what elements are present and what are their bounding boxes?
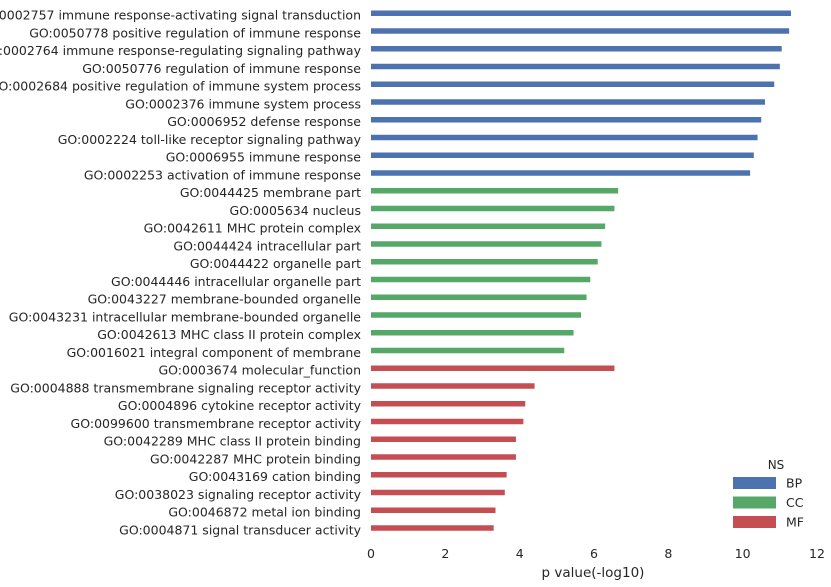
category-label: GO:0044422 organelle part (190, 256, 361, 271)
bar-bp (371, 117, 762, 123)
bar-cc (371, 276, 591, 283)
category-label: GO:0002757 immune response-activating si… (0, 8, 361, 23)
category-label: GO:0004896 cytokine receptor activity (118, 398, 362, 413)
x-axis-ticks-group: 0 2 4 6 8 10 12 (367, 546, 825, 561)
category-label: GO:0050778 positive regulation of immune… (29, 25, 361, 40)
bar-bp (371, 63, 780, 70)
bar-bp (371, 170, 751, 176)
bar-mf (371, 507, 496, 513)
x-tick-label: 0 (367, 546, 375, 561)
category-label: GO:0005634 nucleus (230, 203, 361, 218)
category-label: GO:0002376 immune system process (125, 96, 361, 111)
bar-cc (371, 294, 587, 300)
category-label: GO:0043227 membrane-bounded organelle (88, 292, 362, 307)
category-label: GO:0006955 immune response (166, 150, 362, 165)
bar-bp (371, 152, 754, 158)
x-tick-label: 10 (735, 546, 751, 561)
category-label: GO:0003674 molecular_function (158, 363, 361, 378)
bar-cc (371, 259, 598, 265)
category-label: GO:0044424 intracellular part (173, 238, 361, 253)
x-tick-label: 4 (516, 546, 524, 561)
category-label: GO:0004888 transmembrane signaling recep… (10, 380, 361, 395)
category-label: GO:0099600 transmembrane receptor activi… (71, 416, 362, 431)
legend-swatch-bp (733, 477, 776, 489)
bar-bp (371, 10, 791, 16)
bar-bp (371, 99, 765, 105)
bar-mf (371, 436, 516, 442)
bar-mf (371, 454, 516, 460)
legend-label-cc: CC (786, 495, 804, 510)
category-label: GO:0038023 signaling receptor activity (115, 487, 362, 502)
legend: NS BP CC MF (733, 458, 804, 530)
category-label: GO:0043169 cation binding (189, 469, 361, 484)
bar-cc (371, 330, 574, 336)
bar-mf (371, 383, 535, 389)
bar-mf (371, 472, 507, 478)
bar-bp (371, 28, 790, 34)
category-label: GO:0002253 activation of immune response (84, 167, 361, 182)
category-label: GO:0042289 MHC class II protein binding (104, 434, 361, 449)
category-label: GO:0042611 MHC protein complex (144, 221, 361, 236)
category-label: GO:0044425 membrane part (180, 185, 361, 200)
bar-mf (371, 401, 526, 407)
bar-cc (371, 188, 619, 194)
category-label: GO:0004871 signal transducer activity (119, 522, 361, 537)
x-tick-label: 12 (809, 546, 825, 561)
category-label: GO:0006952 defense response (167, 114, 361, 129)
legend-label-bp: BP (786, 476, 803, 491)
x-tick-label: 6 (590, 546, 598, 561)
x-axis-title: p value(-log10) (542, 565, 645, 581)
legend-swatch-mf (733, 516, 776, 528)
bar-bp (371, 134, 758, 141)
bar-cc (371, 312, 581, 318)
bar-cc (371, 241, 602, 247)
bar-cc (371, 347, 565, 354)
bar-bp (371, 81, 775, 87)
bar-mf (371, 418, 524, 425)
category-label: GO:0042613 MHC class II protein complex (97, 327, 361, 342)
category-label: GO:0016021 integral component of membran… (67, 345, 362, 360)
bar-bp (371, 46, 782, 52)
x-tick-label: 2 (441, 546, 449, 561)
category-label: GO:0050776 regulation of immune response (82, 61, 361, 76)
legend-label-mf: MF (786, 515, 804, 530)
category-label: GO:0044446 intracellular organelle part (111, 274, 361, 289)
category-label: GO:0043231 intracellular membrane-bounde… (9, 309, 362, 324)
category-label: GO:0046872 metal ion binding (168, 505, 361, 520)
bar-mf (371, 525, 494, 531)
x-tick-label: 8 (664, 546, 672, 561)
bars-group (371, 10, 791, 531)
legend-swatch-cc (733, 496, 776, 509)
category-label: GO:0002224 toll-like receptor signaling … (58, 132, 362, 147)
bar-mf (371, 489, 505, 496)
legend-entries: BP CC MF (733, 476, 804, 530)
category-label: GO:0002684 positive regulation of immune… (0, 79, 361, 94)
category-label: GO:0042287 MHC protein binding (150, 451, 361, 466)
bar-cc (371, 223, 606, 229)
category-label: GO:0002764 immune response-regulating si… (0, 43, 362, 58)
bar-cc (371, 205, 615, 212)
category-labels-group: GO:0002757 immune response-activating si… (0, 8, 362, 538)
bar-mf (371, 365, 615, 371)
legend-title: NS (768, 458, 785, 472)
